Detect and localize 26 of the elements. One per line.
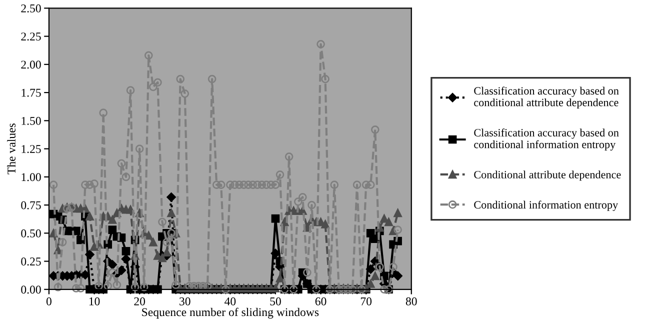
- x-tick-label: 70: [360, 297, 372, 306]
- x-tick-label: 20: [134, 297, 146, 306]
- x-tick-label: 40: [224, 297, 236, 306]
- x-tick-label: 10: [89, 297, 100, 306]
- legend-label: Classification accuracy based on conditional information entropy: [474, 128, 619, 151]
- x-tick-label: 60: [315, 297, 326, 306]
- y-tick-label: 2.00: [21, 60, 41, 69]
- y-axis-title: The values: [7, 123, 16, 174]
- x-axis-title: Sequence number of sliding windows: [142, 308, 319, 319]
- y-tick-label: 2.25: [21, 32, 41, 41]
- y-tick-label: 1.75: [22, 88, 41, 97]
- legend-label: Conditional attribute dependence: [474, 170, 621, 181]
- y-tick-label: 1.00: [22, 173, 41, 182]
- x-tick-label: 80: [406, 297, 417, 306]
- y-tick-label: 1.50: [22, 116, 41, 125]
- x-tick-label: 50: [270, 297, 281, 306]
- y-tick-label: 0.50: [21, 229, 41, 238]
- legend-label: Classification accuracy based on conditional attribute dependence: [474, 86, 619, 109]
- y-tick-label: 0.25: [21, 258, 41, 266]
- y-tick-label: 0.00: [21, 286, 41, 294]
- x-tick-label: 30: [180, 297, 190, 306]
- y-tick-label: 2.50: [21, 4, 41, 12]
- legend-label: Conditional information entropy: [474, 200, 618, 211]
- y-tick-label: 1.25: [22, 145, 41, 154]
- x-tick-label: 0: [46, 297, 52, 306]
- y-tick-label: 0.75: [21, 201, 41, 210]
